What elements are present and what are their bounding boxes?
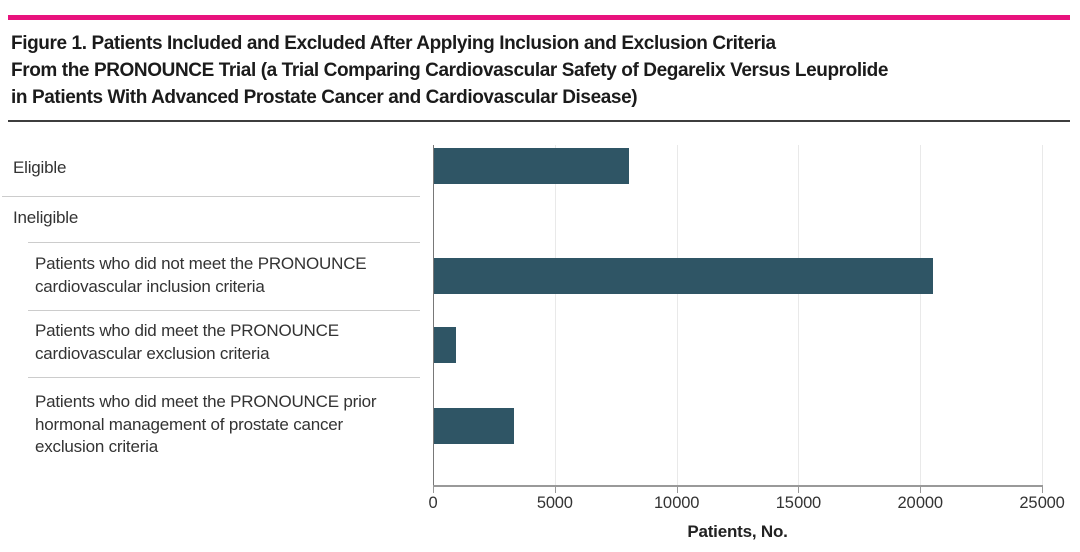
- x-axis-baseline: [433, 485, 1043, 487]
- x-tick-label: 25 000: [1019, 494, 1065, 512]
- x-tick-label: 15 000: [775, 494, 822, 512]
- gridline: [920, 145, 922, 485]
- x-tick-mark: [1042, 485, 1043, 493]
- row-separator: [28, 310, 420, 311]
- figure-title-line-1: Figure 1. Patients Included and Excluded…: [11, 33, 776, 54]
- row-separator: [28, 377, 420, 378]
- gridline: [798, 145, 800, 485]
- x-tick-label: 10 000: [653, 494, 700, 512]
- bar: [434, 258, 934, 294]
- x-tick-mark: [920, 485, 922, 493]
- row-label: Ineligible: [13, 208, 79, 227]
- y-axis-line: [433, 145, 434, 485]
- row-label: Patients who did meet the PRONOUNCE card…: [35, 321, 339, 363]
- x-axis-label: Patients, No.: [687, 522, 788, 541]
- bar: [434, 327, 456, 363]
- row-label: Eligible: [13, 158, 67, 177]
- x-tick-mark: [554, 485, 556, 493]
- row-separator: [2, 196, 420, 197]
- x-tick-mark: [676, 485, 678, 493]
- gridline: [676, 145, 678, 485]
- x-tick-label: 20 000: [897, 494, 943, 512]
- figure-title-line-3: in Patients With Advanced Prostate Cance…: [11, 87, 638, 108]
- title-divider-rule: [8, 120, 1070, 122]
- row-label: Patients who did meet the PRONOUNCE prio…: [35, 392, 377, 456]
- x-tick-mark: [433, 485, 434, 493]
- figure-accent-rule: [8, 15, 1070, 20]
- figure-title-line-2: From the PRONOUNCE Trial (a Trial Compar…: [11, 60, 889, 81]
- bar-chart: 0 5000 10 000 15 000 20 000 25 000 Patients, N…: [0, 130, 1080, 552]
- x-tick-label: 0: [428, 494, 438, 512]
- row-label: Patients who did not meet the PRONOUNCE …: [35, 254, 367, 296]
- row-separator: [28, 242, 420, 243]
- figure-title: Figure 1. Patients Included and Excluded…: [11, 30, 1011, 111]
- x-tick-mark: [798, 485, 800, 493]
- gridline: [1042, 145, 1043, 485]
- gridline: [554, 145, 556, 485]
- x-tick-label: 5000: [536, 494, 573, 512]
- bar: [434, 148, 629, 184]
- bar: [434, 408, 515, 444]
